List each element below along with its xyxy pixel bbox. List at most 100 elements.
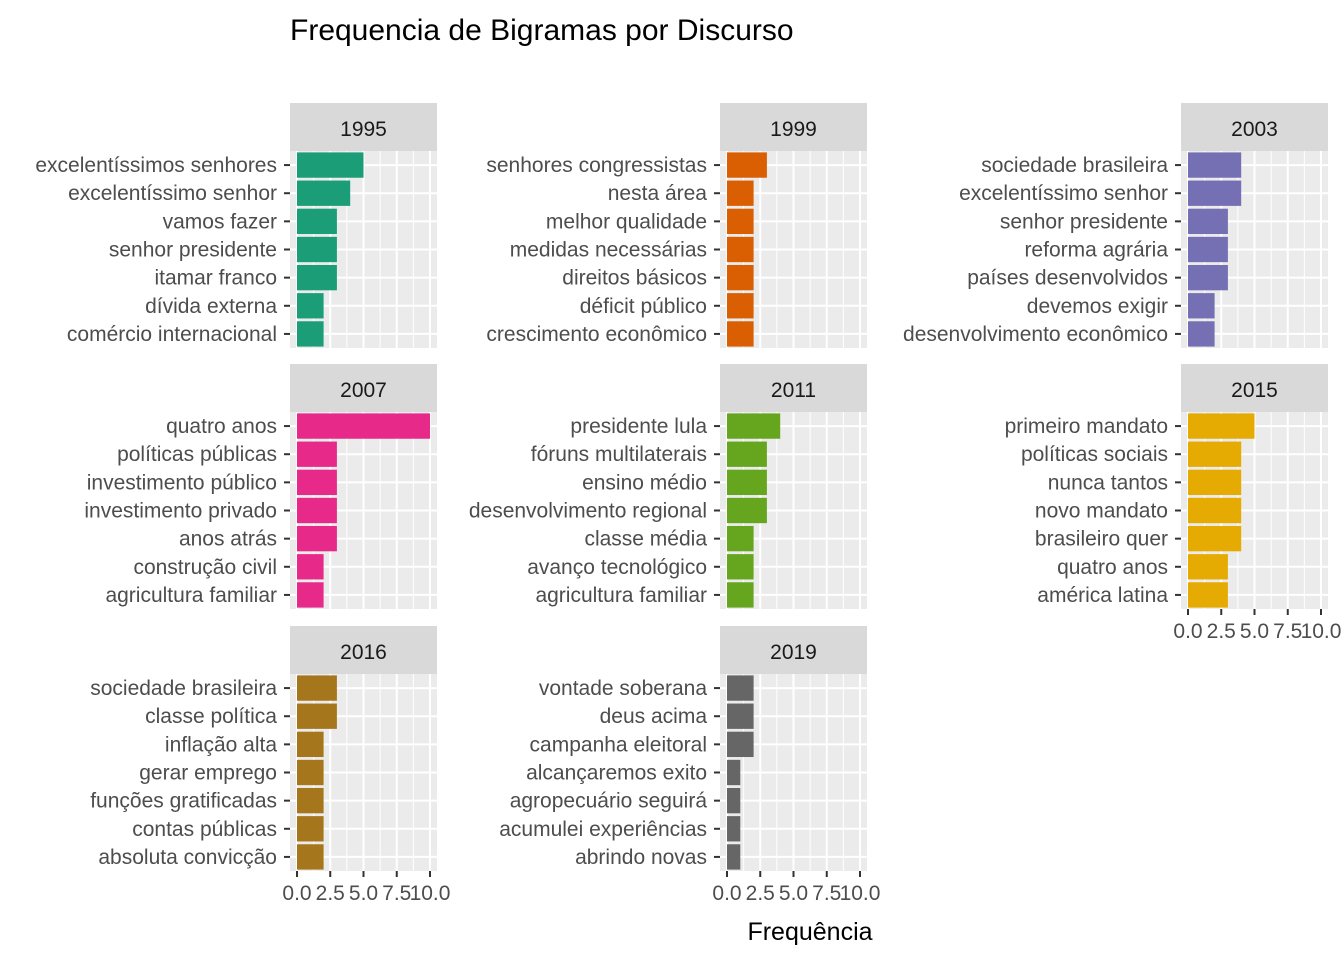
y-tick-label: abrindo novas	[575, 846, 707, 869]
bar	[1188, 264, 1228, 291]
facet-strip	[720, 626, 867, 674]
y-tick-label: dívida externa	[145, 295, 277, 318]
bar	[297, 816, 324, 842]
bar	[1188, 321, 1215, 347]
facet-strip	[1181, 364, 1328, 412]
y-tick-label: excelentíssimos senhores	[35, 154, 277, 177]
facet-strip-label: 1999	[770, 118, 817, 141]
y-tick-label: alcançaremos exito	[526, 762, 707, 785]
y-tick-label: américa latina	[1037, 584, 1168, 607]
y-tick-label: fóruns multilaterais	[531, 443, 707, 466]
x-tick-label: 0.0	[1173, 620, 1202, 643]
bar	[297, 582, 324, 608]
facet-strip-label: 2011	[771, 379, 816, 402]
bar	[297, 675, 337, 701]
y-tick-label: sociedade brasileira	[90, 677, 277, 700]
bar	[297, 208, 337, 235]
y-tick-label: anos atrás	[179, 528, 277, 551]
y-tick-label: construção civil	[133, 556, 277, 579]
bar	[727, 469, 767, 496]
y-tick-label: primeiro mandato	[1005, 415, 1168, 438]
facet-panel-2003: 2003 sociedade brasileira excelentíssimo s…	[903, 103, 1328, 348]
bar	[727, 582, 754, 608]
facet-panel-2011: 2011 presidente lula fóruns multilaterais e…	[469, 364, 867, 609]
bar	[1188, 497, 1242, 524]
bar	[727, 759, 741, 786]
bar	[727, 152, 767, 178]
bar	[727, 413, 781, 439]
x-tick-label: 5.0	[1240, 620, 1269, 643]
x-tick-label: 10.0	[1301, 620, 1342, 643]
bar	[727, 180, 754, 206]
bar	[297, 469, 337, 496]
y-tick-label: senhores congressistas	[486, 154, 707, 177]
y-tick-label: quatro anos	[166, 415, 277, 438]
y-tick-label: gerar emprego	[139, 762, 277, 785]
bar	[297, 554, 324, 580]
bar	[297, 525, 337, 552]
bar	[297, 844, 324, 870]
y-tick-label: presidente lula	[570, 415, 707, 438]
facet-strip	[1181, 103, 1328, 151]
y-tick-label: contas públicas	[132, 818, 277, 841]
x-tick-label: 2.5	[316, 882, 345, 905]
y-tick-label: investimento público	[87, 471, 277, 494]
bar	[297, 413, 430, 439]
bar	[1188, 554, 1228, 580]
bar	[727, 236, 754, 263]
x-axis-title: Frequência	[747, 918, 872, 946]
y-tick-label: excelentíssimo senhor	[68, 182, 277, 205]
x-tick-label: 10.0	[410, 882, 451, 905]
bar	[297, 759, 324, 786]
x-tick-label: 7.5	[382, 882, 411, 905]
bar	[1188, 180, 1242, 206]
x-tick-label: 10.0	[840, 882, 881, 905]
bar	[297, 152, 364, 178]
bar	[727, 321, 754, 347]
facet-panel-2019: 2019 vontade soberana deus acima campanha e…	[499, 626, 880, 905]
bar	[297, 731, 324, 758]
y-tick-label: classe política	[145, 705, 277, 728]
bar	[297, 441, 337, 467]
facet-strip	[720, 103, 867, 151]
y-tick-label: senhor presidente	[1000, 210, 1168, 233]
y-tick-label: senhor presidente	[109, 239, 277, 262]
bar	[727, 844, 741, 870]
facet-strip	[290, 364, 437, 412]
y-tick-label: excelentíssimo senhor	[959, 182, 1168, 205]
y-tick-label: nunca tantos	[1048, 471, 1168, 494]
y-tick-label: deus acima	[600, 705, 708, 728]
bar	[1188, 208, 1228, 235]
y-tick-label: reforma agrária	[1024, 239, 1168, 262]
facet-strip-label: 2007	[340, 379, 387, 402]
facet-strip	[720, 364, 867, 412]
facet-panel-1999: 1999 senhores congressistas nesta área melh…	[486, 103, 867, 348]
y-tick-label: agropecuário seguirá	[510, 790, 708, 813]
y-tick-label: investimento privado	[84, 500, 277, 523]
y-tick-label: itamar franco	[154, 267, 277, 290]
y-tick-label: campanha eleitoral	[530, 733, 707, 756]
facet-panel-2007: 2007 quatro anos políticas públicas investi…	[84, 364, 437, 609]
y-tick-label: avanço tecnológico	[527, 556, 707, 579]
y-tick-label: absoluta convicção	[98, 846, 277, 869]
y-tick-label: acumulei experiências	[499, 818, 707, 841]
y-tick-label: direitos básicos	[562, 267, 707, 290]
facet-strip	[290, 103, 437, 151]
bar	[727, 816, 741, 842]
y-tick-label: novo mandato	[1035, 500, 1168, 523]
y-tick-label: crescimento econômico	[486, 323, 707, 346]
y-tick-label: agricultura familiar	[105, 584, 277, 607]
bar	[297, 236, 337, 263]
y-tick-label: desenvolvimento regional	[469, 500, 707, 523]
x-tick-label: 5.0	[779, 882, 808, 905]
bar	[727, 731, 754, 758]
x-tick-label: 0.0	[282, 882, 311, 905]
x-tick-label: 7.5	[812, 882, 841, 905]
y-tick-label: comércio internacional	[67, 323, 277, 346]
chart-title: Frequencia de Bigramas por Discurso	[290, 14, 794, 47]
bar	[727, 293, 754, 319]
facet-strip-label: 2003	[1231, 118, 1278, 141]
bar	[1188, 293, 1215, 319]
x-tick-label: 2.5	[1207, 620, 1236, 643]
y-tick-label: políticas públicas	[117, 443, 277, 466]
